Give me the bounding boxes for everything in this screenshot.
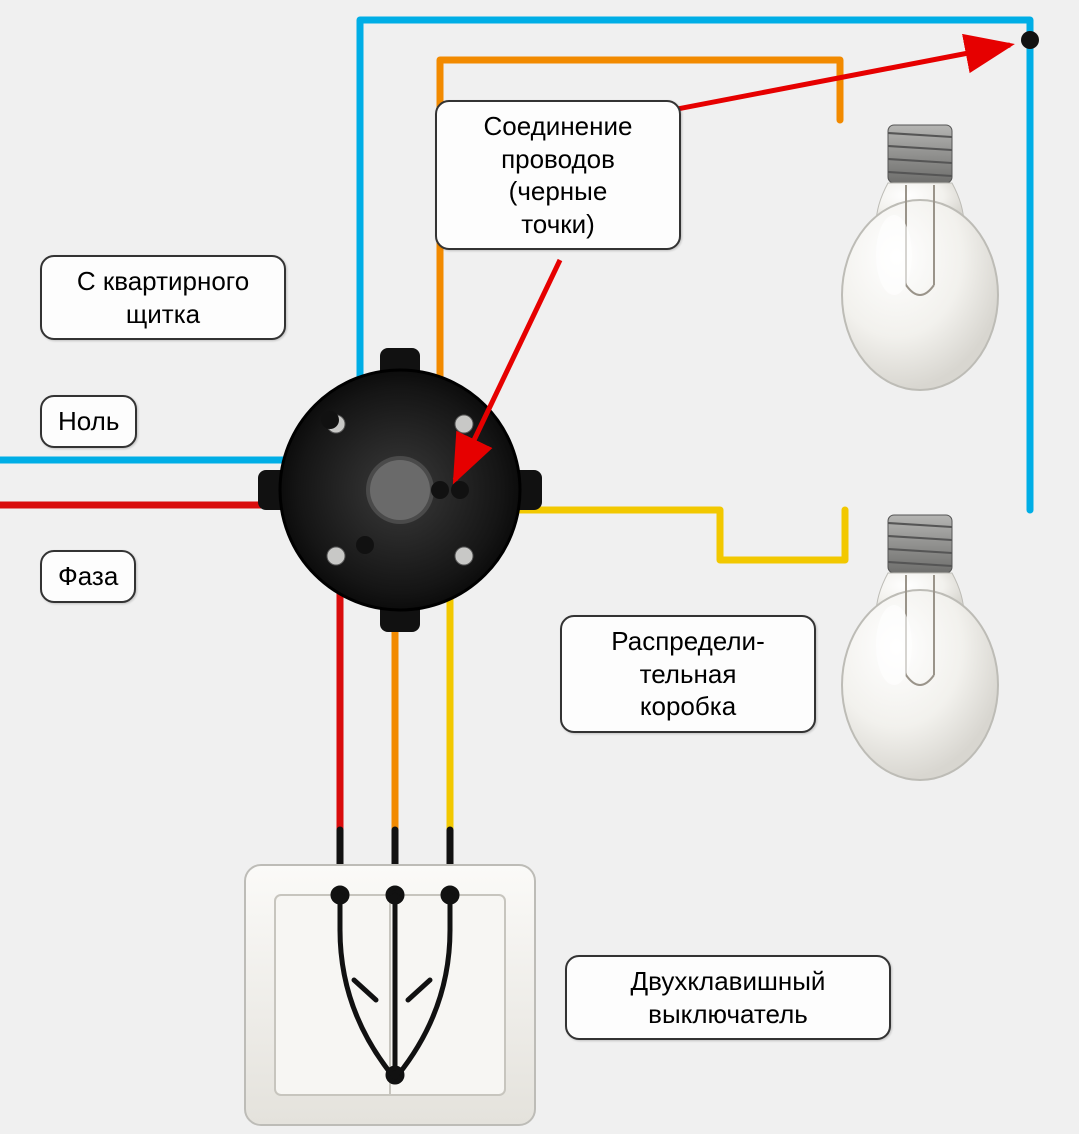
label-switch: Двухклавишный выключатель — [565, 955, 891, 1040]
light-bulbs — [842, 125, 998, 780]
label-dist-box: Распредели- тельная коробка — [560, 615, 816, 733]
label-from-panel: С квартирного щитка — [40, 255, 286, 340]
label-wire-joints: Соединение проводов (черные точки) — [435, 100, 681, 250]
label-phase: Фаза — [40, 550, 136, 603]
two-gang-switch — [245, 865, 535, 1125]
label-neutral: Ноль — [40, 395, 137, 448]
